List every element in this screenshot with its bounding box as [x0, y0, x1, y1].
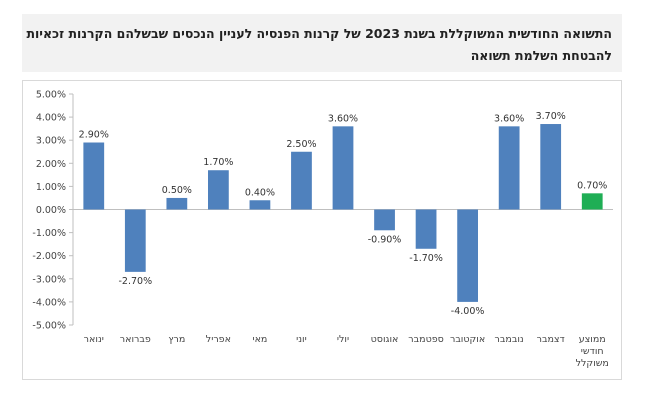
category-label: אוגוסט — [371, 334, 399, 345]
category-label: משוקלל — [576, 358, 609, 369]
y-tick-label: 0.00% — [36, 205, 66, 216]
bar — [249, 200, 271, 210]
y-tick-label: -4.00% — [32, 297, 66, 308]
bar — [374, 209, 395, 231]
data-label: -1.70% — [409, 253, 443, 264]
bar — [291, 151, 312, 210]
bar — [332, 126, 354, 210]
data-label: 2.90% — [79, 130, 109, 141]
data-label: -2.70% — [119, 276, 153, 287]
data-label: 3.70% — [536, 111, 566, 122]
data-label: 0.70% — [577, 180, 607, 191]
category-label: מרץ — [168, 334, 185, 345]
bar — [166, 197, 188, 210]
y-tick-label: -1.00% — [32, 228, 66, 239]
category-label: אוקטובר — [450, 334, 485, 345]
category-label: דצמבר — [537, 334, 565, 345]
bar — [457, 209, 478, 302]
data-label: 0.50% — [162, 185, 192, 196]
data-label: -0.90% — [368, 234, 402, 245]
bar — [498, 126, 520, 210]
chart-title-box: התשואה החודשית המשוקללת בשנת 2023 של קרנ… — [22, 14, 622, 72]
y-tick-label: 5.00% — [36, 90, 66, 101]
y-tick-label: -3.00% — [32, 274, 66, 285]
y-tick-label: -5.00% — [32, 321, 66, 332]
data-label: -4.00% — [451, 306, 485, 317]
data-label: 2.50% — [286, 139, 316, 150]
category-label: נובמבר — [495, 334, 524, 345]
bar — [540, 124, 562, 210]
category-label: אפריל — [206, 334, 231, 345]
category-label: חודשי — [581, 346, 604, 357]
chart-area: 5.00% 4.00% 3.00% 2.00% 1.00% 0.00% -1.00% -2.0… — [22, 80, 622, 380]
y-tick-label: 4.00% — [36, 113, 66, 124]
data-label: 1.70% — [203, 157, 233, 168]
bar — [415, 209, 437, 249]
data-label: 0.40% — [245, 187, 275, 198]
category-label: יוני — [296, 334, 307, 345]
chart-title-line-2: להבטחת השלמת תשואה — [470, 48, 612, 63]
data-label: 3.60% — [494, 113, 524, 124]
bar — [581, 193, 603, 210]
category-label: יולי — [337, 334, 349, 345]
y-tick-label: 3.00% — [36, 136, 66, 147]
bar — [208, 170, 229, 210]
bar — [124, 209, 146, 272]
category-label: פברואר — [120, 334, 151, 345]
category-label: מאי — [252, 334, 267, 345]
category-label: ינואר — [84, 334, 104, 345]
category-label: ספטמבר — [408, 334, 444, 345]
chart-title-line-1: התשואה החודשית המשוקללת בשנת 2023 של קרנ… — [26, 26, 612, 41]
category-label: ממוצע — [579, 334, 606, 345]
y-tick-label: 2.00% — [36, 159, 66, 170]
data-label: 3.60% — [328, 113, 358, 124]
y-tick-label: -2.00% — [32, 251, 66, 262]
y-tick-label: 1.00% — [36, 182, 66, 193]
bar-chart: 5.00% 4.00% 3.00% 2.00% 1.00% 0.00% -1.00% -2.0… — [32, 90, 613, 369]
bar — [83, 142, 105, 210]
